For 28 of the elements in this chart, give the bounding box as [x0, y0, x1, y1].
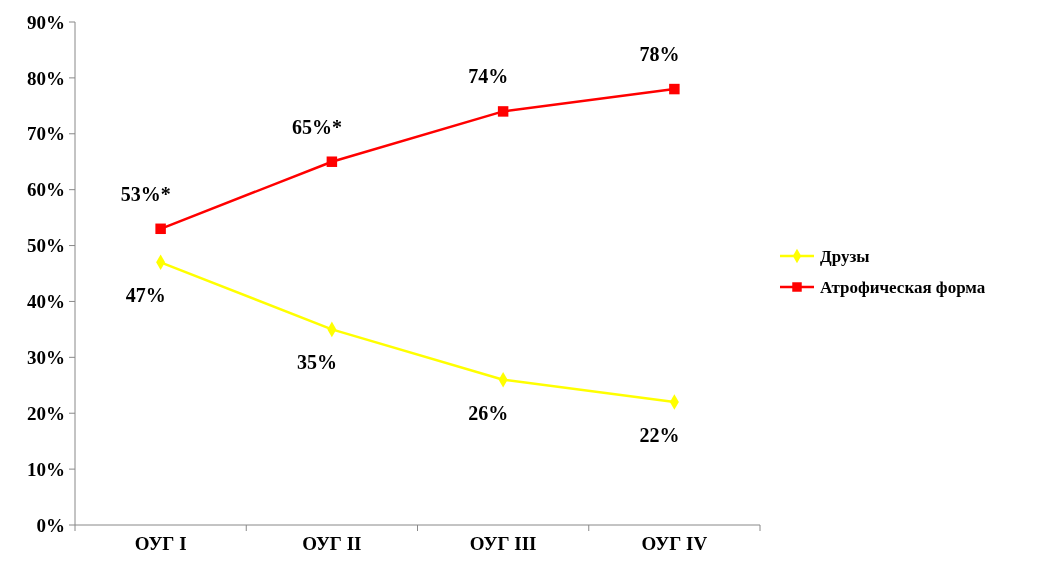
y-tick-label: 20% — [27, 402, 65, 424]
y-tick-label: 30% — [27, 346, 65, 368]
y-tick-label: 50% — [27, 235, 65, 257]
y-tick-label: 90% — [27, 11, 65, 33]
x-tick-label: ОУГ III — [469, 533, 537, 554]
x-tick-label: ОУГ II — [302, 533, 362, 554]
point — [155, 223, 166, 235]
x-tick-label: ОУГ IV — [641, 533, 708, 554]
data-label: 47% — [125, 284, 166, 307]
point — [326, 156, 338, 167]
x-tick-label: ОУГ I — [134, 533, 187, 554]
y-tick-label: 60% — [27, 179, 65, 201]
data-label: 22% — [639, 424, 680, 447]
data-label: 74% — [468, 65, 509, 88]
data-label: 35% — [296, 351, 337, 374]
data-label: 65%* — [291, 115, 342, 138]
y-tick-label: 0% — [36, 514, 65, 536]
legend-label: Атрофическая форма — [820, 277, 986, 297]
y-tick-label: 80% — [27, 67, 65, 89]
point — [669, 83, 680, 95]
y-tick-label: 10% — [27, 458, 65, 480]
data-label: 53%* — [120, 182, 171, 205]
point — [497, 106, 509, 117]
legend-label: Друзы — [820, 246, 870, 266]
y-tick-label: 40% — [27, 291, 65, 313]
data-label: 78% — [639, 43, 680, 66]
y-tick-label: 70% — [27, 123, 65, 145]
data-label: 26% — [468, 401, 509, 424]
